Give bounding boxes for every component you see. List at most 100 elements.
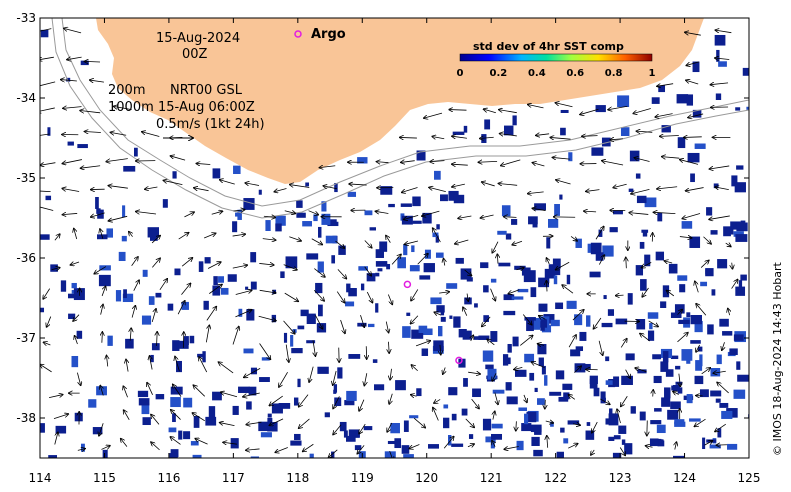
current-vector	[634, 158, 650, 162]
field-patch	[183, 431, 191, 440]
field-patch	[490, 278, 497, 283]
field-patch	[676, 94, 689, 104]
field-patch	[237, 209, 242, 220]
current-vector	[54, 234, 60, 241]
current-vector	[430, 161, 445, 162]
field-patch	[453, 194, 465, 204]
field-patch	[296, 212, 306, 218]
current-vector	[40, 56, 54, 60]
current-vector	[482, 316, 491, 327]
field-patch	[375, 261, 388, 267]
field-patch	[710, 230, 718, 235]
current-vector	[62, 159, 83, 164]
field-patch	[538, 303, 548, 312]
field-patch	[563, 392, 570, 400]
field-patch	[412, 220, 422, 224]
field-patch	[602, 245, 614, 257]
field-patch	[630, 406, 636, 414]
field-patch	[142, 269, 148, 277]
field-patch	[671, 385, 678, 391]
field-patch	[485, 436, 496, 443]
current-vector	[556, 180, 571, 185]
field-patch	[212, 285, 221, 296]
current-vector	[211, 211, 223, 215]
current-vector	[94, 266, 107, 274]
field-patch	[285, 256, 298, 269]
current-vector	[679, 237, 692, 238]
field-patch	[468, 434, 474, 439]
field-patch	[455, 257, 464, 264]
field-patch	[306, 313, 316, 325]
current-vector	[673, 391, 679, 394]
current-vector	[359, 423, 366, 434]
field-patch	[660, 301, 667, 308]
field-patch	[384, 451, 396, 458]
field-patch	[474, 303, 478, 308]
field-patch	[555, 302, 564, 310]
field-patch	[227, 274, 237, 282]
current-vector	[283, 264, 297, 270]
field-patch	[325, 235, 337, 244]
field-patch	[334, 397, 342, 407]
current-vector	[732, 262, 733, 269]
current-vector	[492, 441, 495, 447]
current-vector	[386, 236, 391, 243]
current-vector	[90, 80, 104, 82]
current-vector	[528, 105, 544, 109]
field-patch	[603, 295, 607, 300]
current-vector	[484, 109, 496, 114]
field-patch	[451, 443, 464, 447]
field-patch	[502, 354, 509, 366]
current-vector	[449, 110, 467, 111]
current-vector	[299, 394, 309, 407]
field-patch	[545, 276, 550, 283]
current-vector	[40, 364, 52, 373]
current-vector	[480, 137, 494, 138]
field-patch	[333, 384, 338, 393]
field-patch	[615, 318, 628, 325]
current-vector	[123, 386, 128, 398]
field-patch	[553, 275, 558, 285]
field-patch	[657, 440, 665, 447]
field-patch	[190, 441, 199, 446]
current-vector	[709, 165, 730, 169]
field-patch	[649, 438, 659, 447]
field-patch	[260, 432, 272, 438]
field-patch	[514, 265, 526, 270]
field-patch	[620, 127, 630, 137]
field-patch	[406, 312, 411, 316]
current-vector	[205, 325, 209, 343]
field-patch	[490, 433, 503, 440]
field-patch	[348, 429, 360, 438]
field-patch	[461, 408, 468, 416]
current-vector	[337, 269, 346, 278]
field-patch	[586, 422, 591, 426]
current-vector	[478, 161, 498, 162]
current-vector	[357, 445, 365, 453]
product-label: NRT00 GSL	[170, 83, 243, 98]
field-patch	[647, 312, 659, 319]
current-vector	[151, 442, 160, 451]
current-vector	[62, 213, 78, 214]
current-vector	[259, 343, 271, 359]
y-tick-label: -37	[16, 331, 36, 345]
field-patch	[183, 397, 193, 408]
field-patch	[99, 265, 111, 271]
current-vector	[508, 289, 520, 294]
field-patch	[141, 402, 150, 415]
field-patch	[271, 314, 277, 323]
current-vector	[704, 441, 713, 446]
field-patch	[259, 377, 270, 383]
field-patch	[412, 196, 421, 207]
field-patch	[699, 389, 709, 398]
current-vector	[133, 280, 139, 291]
sst-stddev-field	[40, 29, 749, 458]
field-patch	[250, 367, 258, 375]
field-patch	[532, 222, 538, 228]
field-patch	[246, 401, 252, 410]
field-patch	[290, 440, 302, 446]
field-patch	[566, 274, 571, 285]
current-vector	[464, 269, 472, 276]
field-patch	[480, 262, 489, 269]
current-vector	[731, 280, 738, 289]
